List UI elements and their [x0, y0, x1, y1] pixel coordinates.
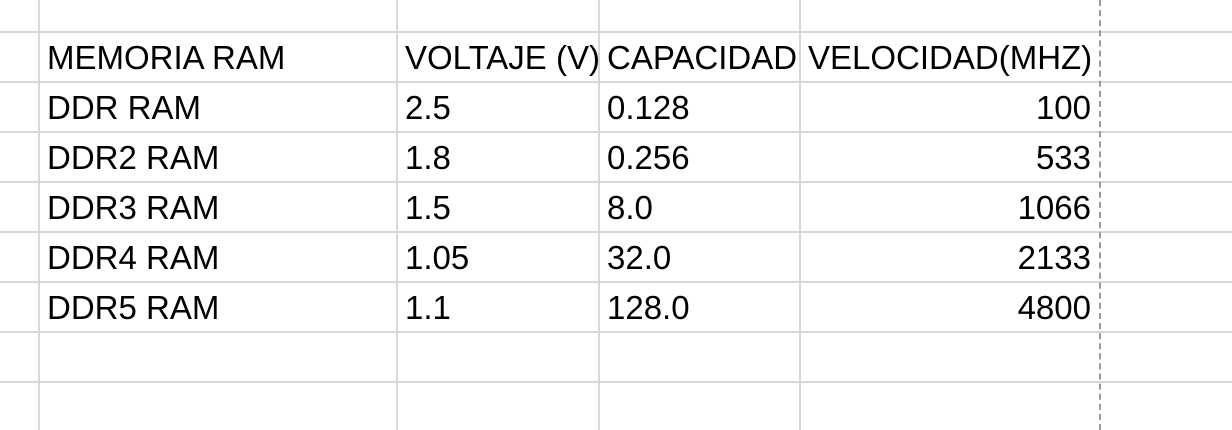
- cell-voltaje[interactable]: 2.5: [405, 89, 451, 126]
- cell-capacidad[interactable]: 128.0: [607, 289, 690, 326]
- cell-memoria-ram[interactable]: DDR5 RAM: [47, 289, 220, 326]
- cell-memoria-ram[interactable]: DDR3 RAM: [47, 189, 220, 226]
- cell-capacidad[interactable]: 0.256: [607, 139, 690, 176]
- row-divider: [0, 381, 1232, 383]
- page-break-line: [1099, 0, 1101, 430]
- header-cell-voltaje[interactable]: VOLTAJE (V): [405, 39, 600, 76]
- row-divider: [0, 81, 1232, 83]
- cell-voltaje[interactable]: 1.5: [405, 189, 451, 226]
- cell-memoria-ram[interactable]: DDR4 RAM: [47, 239, 220, 276]
- row-divider: [0, 181, 1232, 183]
- column-divider: [598, 0, 600, 430]
- cell-voltaje[interactable]: 1.8: [405, 139, 451, 176]
- cell-velocidad[interactable]: 1066: [1017, 189, 1091, 226]
- row-divider: [0, 231, 1232, 233]
- header-cell-capacidad[interactable]: CAPACIDAD: [607, 39, 798, 76]
- row-divider: [0, 331, 1232, 333]
- cell-memoria-ram[interactable]: DDR RAM: [47, 89, 201, 126]
- column-divider: [799, 0, 801, 430]
- column-divider: [38, 0, 40, 430]
- cell-velocidad[interactable]: 100: [1035, 89, 1091, 126]
- cell-capacidad[interactable]: 8.0: [607, 189, 653, 226]
- cell-voltaje[interactable]: 1.1: [405, 289, 451, 326]
- header-cell-memoria-ram[interactable]: MEMORIA RAM: [47, 39, 286, 76]
- cell-capacidad[interactable]: 0.128: [607, 89, 690, 126]
- header-cell-velocidad[interactable]: VELOCIDAD(MHZ): [808, 39, 1093, 76]
- cell-capacidad[interactable]: 32.0: [607, 239, 672, 276]
- cell-memoria-ram[interactable]: DDR2 RAM: [47, 139, 220, 176]
- cell-voltaje[interactable]: 1.05: [405, 239, 470, 276]
- column-divider: [396, 0, 398, 430]
- row-divider: [0, 131, 1232, 133]
- cell-velocidad[interactable]: 533: [1035, 139, 1091, 176]
- row-divider: [0, 31, 1232, 33]
- row-divider: [0, 281, 1232, 283]
- cell-velocidad[interactable]: 4800: [1017, 289, 1091, 326]
- cell-velocidad[interactable]: 2133: [1017, 239, 1091, 276]
